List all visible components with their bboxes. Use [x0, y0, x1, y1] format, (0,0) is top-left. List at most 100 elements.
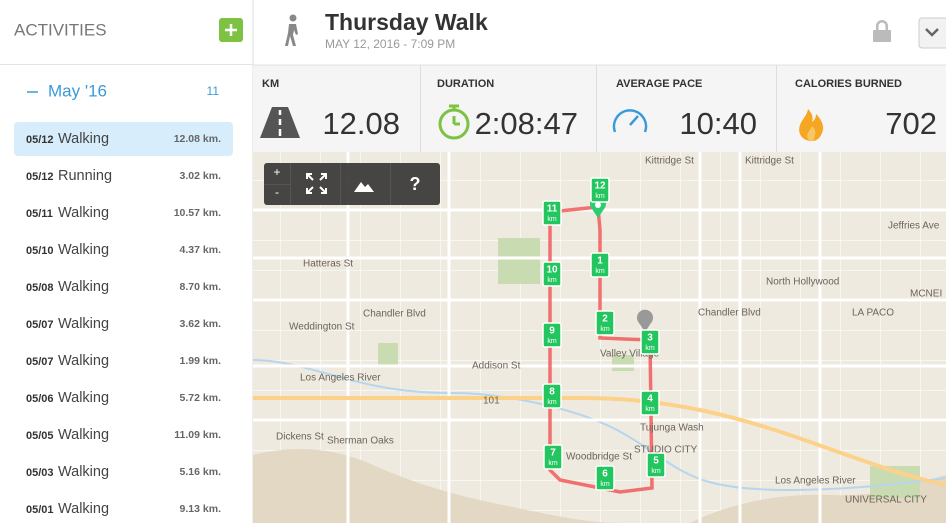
- stat-label: DURATION: [437, 78, 494, 90]
- map-label: Weddington St: [289, 322, 355, 333]
- activity-distance: 8.70 km.: [180, 281, 222, 293]
- activity-type: Walking: [58, 131, 109, 147]
- map-label: UNIVERSAL CITY: [845, 495, 927, 506]
- activity-type: Walking: [58, 353, 109, 369]
- help-button[interactable]: ?: [410, 174, 421, 194]
- map-label: LA PACO: [852, 308, 894, 319]
- marker-unit: km: [651, 468, 661, 475]
- activity-distance: 5.72 km.: [180, 392, 222, 404]
- activity-row[interactable]: 05/05 Walking 11.09 km.: [26, 427, 221, 443]
- activity-row[interactable]: 05/01 Walking 9.13 km.: [26, 501, 221, 517]
- map-label: Valley Village: [600, 349, 660, 360]
- marker-box: [542, 261, 562, 287]
- marker-unit: km: [595, 268, 605, 275]
- map-label: MCNEI: [910, 289, 942, 300]
- activity-row[interactable]: 05/07 Walking 3.62 km.: [26, 316, 221, 332]
- map-label: Jeffries Ave: [888, 221, 940, 232]
- activity-date: 05/07: [26, 319, 54, 331]
- km-marker[interactable]: 2km: [595, 310, 615, 336]
- map-label: Kittridge St: [645, 156, 694, 167]
- marker-number: 2: [602, 314, 608, 325]
- activity-type: Running: [58, 168, 112, 184]
- marker-box: [646, 452, 666, 478]
- menu-dropdown[interactable]: [918, 17, 946, 49]
- map-controls: + - ?: [264, 163, 440, 205]
- zoom-out[interactable]: -: [275, 185, 279, 199]
- marker-unit: km: [595, 193, 605, 200]
- activity-distance: 1.99 km.: [180, 355, 222, 367]
- activity-row[interactable]: 05/03 Walking 5.16 km.: [26, 464, 221, 480]
- activity-date: 05/12: [26, 171, 54, 183]
- marker-number: 5: [653, 456, 659, 467]
- marker-box: [640, 329, 660, 355]
- map-label: Addison St: [472, 361, 521, 372]
- marker-box: [543, 444, 563, 470]
- map-label: Tujunga Wash: [640, 423, 704, 434]
- km-marker[interactable]: 1km: [590, 252, 610, 278]
- km-marker[interactable]: 5km: [646, 452, 666, 478]
- activity-date: 05/11: [26, 208, 53, 220]
- marker-box: [542, 383, 562, 409]
- marker-unit: km: [548, 460, 558, 467]
- activity-date: 05/05: [26, 430, 54, 442]
- activity-row[interactable]: 05/12 Running 3.02 km.: [26, 168, 221, 184]
- km-marker[interactable]: 9km: [542, 322, 562, 348]
- marker-number: 10: [546, 265, 558, 276]
- marker-number: 11: [547, 204, 558, 215]
- km-marker[interactable]: 8km: [542, 383, 562, 409]
- activity-row[interactable]: 05/06 Walking 5.72 km.: [26, 390, 221, 406]
- marker-box: [595, 310, 615, 336]
- fullscreen-button[interactable]: [306, 173, 327, 194]
- activity-type: Walking: [58, 390, 109, 406]
- marker-unit: km: [547, 277, 557, 284]
- activity-date: 05/08: [26, 282, 54, 294]
- map-label: Kittridge St: [745, 156, 794, 167]
- activity-row[interactable]: 05/07 Walking 1.99 km.: [26, 353, 221, 369]
- end-pin: [637, 309, 653, 332]
- map-label: Los Angeles River: [300, 373, 381, 384]
- sidebar-title: ACTIVITIES: [14, 20, 107, 39]
- stats-bar: [253, 65, 946, 152]
- activity-row[interactable]: 05/08 Walking 8.70 km.: [26, 279, 221, 295]
- map-label: STUDIO CITY: [634, 445, 698, 456]
- activity-type: Walking: [58, 464, 109, 480]
- map-label: North Hollywood: [766, 277, 839, 288]
- activity-date: 05/03: [26, 467, 54, 479]
- km-marker[interactable]: 3km: [640, 329, 660, 355]
- km-marker[interactable]: 7km: [543, 444, 563, 470]
- activity-title: Thursday Walk: [325, 9, 488, 35]
- activity-type: Walking: [58, 501, 109, 517]
- activity-subtitle: MAY 12, 2016 - 7:09 PM: [325, 37, 455, 51]
- map-label: Los Angeles River: [775, 476, 856, 487]
- month-label[interactable]: May '16: [48, 81, 107, 100]
- terrain-button[interactable]: [354, 182, 374, 192]
- add-button[interactable]: [219, 18, 243, 42]
- marker-number: 9: [549, 326, 555, 337]
- stat-label: CALORIES BURNED: [795, 78, 902, 90]
- activity-distance: 5.16 km.: [180, 466, 222, 478]
- month-count: 11: [207, 84, 220, 98]
- activity-row[interactable]: 05/12 Walking 12.08 km.: [14, 122, 233, 156]
- km-marker[interactable]: 4km: [640, 390, 660, 416]
- marker-number: 1: [597, 256, 603, 267]
- marker-number: 12: [594, 181, 606, 192]
- zoom-in[interactable]: +: [273, 165, 280, 179]
- stopwatch-icon: [438, 104, 470, 140]
- activity-row[interactable]: 05/11 Walking 10.57 km.: [26, 205, 221, 221]
- activity-type: Walking: [58, 205, 109, 221]
- km-marker[interactable]: 6km: [595, 465, 615, 491]
- map[interactable]: Kittridge St Kittridge St Hatteras St Chand…: [253, 152, 946, 523]
- marker-number: 6: [602, 469, 608, 480]
- marker-box: [542, 322, 562, 348]
- marker-box: [590, 252, 610, 278]
- activity-row[interactable]: 05/10 Walking 4.37 km.: [26, 242, 221, 258]
- marker-number: 3: [647, 333, 653, 344]
- lock-icon[interactable]: [873, 20, 891, 42]
- sidebar: [0, 0, 253, 523]
- map-label: 101: [483, 396, 500, 407]
- stat-label: AVERAGE PACE: [616, 78, 702, 90]
